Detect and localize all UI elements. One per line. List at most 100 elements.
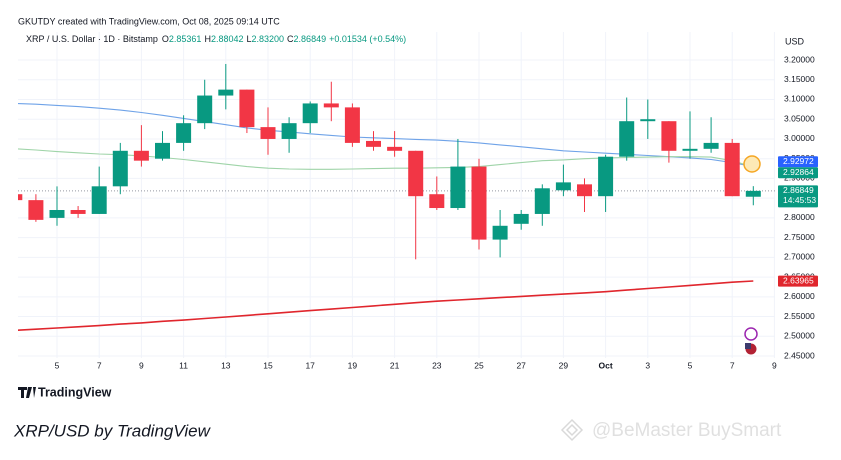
- candle-body: [577, 184, 592, 197]
- price-tag-label: 2.86849: [783, 185, 814, 195]
- price-tag: [778, 275, 818, 287]
- x-tick-label: 25: [474, 360, 484, 370]
- price-tag-label: 2.92864: [783, 167, 814, 177]
- y-tick-label: 3.05000: [784, 113, 815, 123]
- x-tick-label: 7: [730, 360, 735, 370]
- candle-body: [619, 121, 635, 157]
- y-tick-label: 3.20000: [784, 54, 815, 64]
- y-tick-label: 2.60000: [784, 291, 815, 301]
- y-tick-label: 2.80000: [784, 212, 815, 222]
- x-tick-label: 9: [139, 360, 144, 370]
- candle-body: [534, 188, 550, 214]
- countdown: 14:45:53: [783, 195, 816, 205]
- candle-body: [513, 213, 529, 224]
- x-tick-label: 19: [348, 360, 358, 370]
- x-tick-label: 9: [772, 360, 777, 370]
- candle-body: [724, 142, 740, 197]
- y-tick-label: 2.75000: [784, 232, 815, 242]
- credit: GKUTDY created with TradingView.com, Oct…: [18, 16, 280, 26]
- price-tag: [778, 156, 818, 168]
- candle-body: [471, 166, 487, 240]
- y-tick-label: 2.70000: [784, 252, 815, 262]
- candle-body: [133, 150, 149, 161]
- price-tag: [778, 167, 818, 179]
- axis: 3.200003.150003.100003.050003.000002.950…: [55, 54, 818, 370]
- y-tick-label: 2.55000: [784, 311, 815, 321]
- watermark: @BeMaster BuySmart: [560, 418, 782, 442]
- header: XRP / U.S. Dollar · 1D · Bitstamp O2.8536…: [26, 34, 406, 44]
- x-tick-label: 7: [97, 360, 102, 370]
- symbol: XRP / U.S. Dollar · 1D · Bitstamp: [26, 34, 158, 44]
- ohlc-key: H: [204, 34, 211, 44]
- x-tick-label: 27: [516, 360, 526, 370]
- change: +0.01534 (+0.54%): [329, 34, 406, 44]
- candle-body: [112, 150, 128, 187]
- grid: [18, 32, 775, 358]
- candle-body: [429, 194, 445, 209]
- event-icon: [744, 327, 758, 341]
- ohlc-key: L: [246, 34, 251, 44]
- x-tick-label: 5: [688, 360, 693, 370]
- ohlc-value: 2.85361: [169, 34, 202, 44]
- price-tag: [778, 185, 818, 208]
- candle-body: [260, 127, 276, 139]
- candle-body: [408, 150, 424, 197]
- watermark-text: @BeMaster BuySmart: [592, 420, 782, 441]
- candle-body: [450, 166, 466, 209]
- candle-body: [91, 186, 107, 214]
- plot: [18, 63, 775, 332]
- x-tick-label: 3: [645, 360, 650, 370]
- candle-body: [745, 190, 761, 197]
- candle-body: [28, 200, 44, 220]
- x-tick-label: 5: [55, 360, 60, 370]
- ma-line: [18, 280, 754, 332]
- x-tick-label: 17: [305, 360, 315, 370]
- candle-body: [598, 156, 614, 197]
- candle-body: [682, 148, 698, 151]
- x-tick-label: 15: [263, 360, 273, 370]
- candle-body: [366, 140, 381, 147]
- candle-body: [239, 89, 255, 128]
- ohlc-value: 2.88042: [211, 34, 244, 44]
- price-tag-label: 2.63965: [783, 275, 814, 285]
- candle-body: [661, 121, 677, 151]
- x-tick-label: 11: [179, 360, 188, 370]
- x-tick-label: 29: [559, 360, 569, 370]
- candle-body: [344, 107, 360, 143]
- x-tick-label: 13: [221, 360, 231, 370]
- x-tick-label: Oct: [599, 360, 613, 370]
- y-tick-label: 3.10000: [784, 94, 815, 104]
- y-tick-label: 3.15000: [784, 74, 815, 84]
- currency: USD: [785, 36, 805, 46]
- candle-body: [555, 182, 571, 191]
- candle-body: [387, 146, 403, 151]
- ohlc-value: 2.86849: [294, 34, 327, 44]
- candle-body: [323, 103, 339, 108]
- candle-body: [640, 119, 656, 122]
- y-tick-label: 3.00000: [784, 133, 815, 143]
- candle-body: [703, 142, 719, 149]
- caption: XRP/USD by TradingView: [13, 421, 212, 440]
- candle-body: [197, 95, 213, 124]
- x-tick-label: 21: [390, 360, 400, 370]
- candle-body: [176, 123, 192, 143]
- ohlc-value: 2.83200: [252, 34, 285, 44]
- candle-body: [49, 209, 65, 218]
- candle-body: [70, 209, 86, 214]
- candle-body: [18, 194, 23, 201]
- candle-body: [302, 103, 318, 124]
- candle-body: [492, 225, 508, 240]
- y-tick-label: 2.50000: [784, 331, 815, 341]
- ohlc-key: C: [287, 34, 294, 44]
- alert-marker: [743, 155, 761, 173]
- candle-body: [155, 142, 170, 159]
- x-tick-label: 23: [432, 360, 442, 370]
- logo: TradingView: [18, 385, 112, 399]
- price-tag-label: 2.92972: [783, 156, 814, 166]
- candle-body: [218, 89, 234, 96]
- ohlc-key: O: [162, 34, 169, 44]
- y-tick-label: 2.45000: [784, 350, 815, 360]
- flag-canton: [745, 343, 751, 349]
